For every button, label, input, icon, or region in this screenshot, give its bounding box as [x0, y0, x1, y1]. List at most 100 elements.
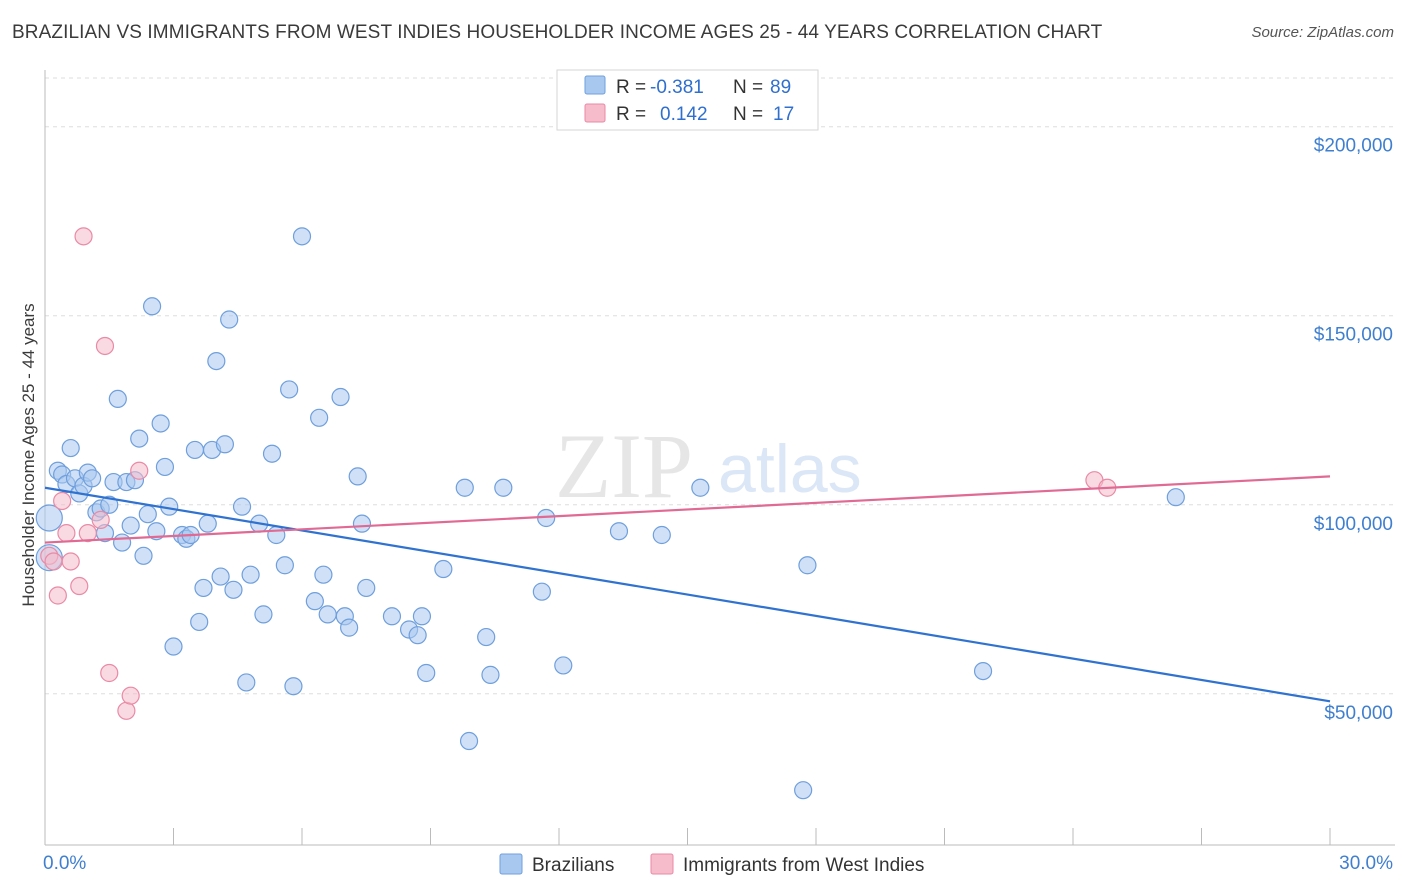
point-brazilians-79	[652, 525, 671, 545]
y-tick-label-200000: $200,000	[1314, 136, 1393, 157]
point-brazilians-14	[100, 495, 119, 514]
point-brazilians-62	[352, 514, 372, 533]
source-label: Source: ZipAtlas.com	[1251, 24, 1394, 41]
point-brazilians-52	[284, 677, 303, 696]
point-brazilians-51	[280, 380, 299, 399]
x-tick-marks	[44, 828, 1331, 845]
legend-r-value-pink: 0.142	[660, 104, 708, 125]
legend-n-label-pink: N =	[733, 104, 763, 125]
point-brazilians-5	[61, 438, 80, 458]
legend-r-label-blue: R =	[616, 77, 646, 98]
point-brazilians-73	[481, 665, 500, 684]
point-brazilians-60	[340, 618, 359, 637]
legend-n-value-pink: 17	[773, 104, 794, 125]
point-brazilians-49	[267, 525, 286, 545]
point-west-indies-3	[53, 491, 72, 511]
point-brazilians-74	[494, 478, 513, 497]
legend-swatch-blue	[584, 75, 606, 95]
point-west-indies-7	[74, 227, 93, 246]
point-west-indies-13	[121, 686, 140, 705]
point-brazilians-82	[794, 781, 813, 800]
point-brazilians-42	[224, 580, 243, 599]
point-brazilians-64	[382, 607, 402, 626]
y-tick-label-50000: $50,000	[1324, 703, 1393, 724]
y-axis-label: Householder Income Ages 25 - 44 years	[19, 303, 38, 606]
legend-r-label-pink: R =	[616, 104, 646, 125]
legend-item-brazilians-swatch	[499, 853, 523, 875]
point-brazilians-25	[147, 522, 166, 541]
point-west-indies-5	[61, 552, 80, 571]
point-brazilians-68	[417, 663, 436, 683]
point-brazilians-69	[434, 559, 453, 579]
y-tick-label-150000: $150,000	[1314, 325, 1393, 346]
correlation-legend: R = -0.381 N = 89 R = 0.142 N = 17	[556, 69, 819, 131]
point-brazilians-43	[232, 497, 252, 516]
legend-item-west-indies-label: Immigrants from West Indies	[683, 855, 924, 876]
point-brazilians-24	[142, 297, 162, 316]
legend-item-west-indies-swatch	[650, 853, 674, 875]
point-west-indies-11	[100, 663, 119, 683]
point-brazilians-16	[108, 389, 127, 409]
point-west-indies-1	[44, 552, 63, 571]
point-west-indies-6	[70, 576, 89, 596]
point-brazilians-78	[609, 522, 629, 541]
point-brazilians-77	[554, 656, 573, 675]
point-west-indies-10	[95, 336, 115, 356]
point-brazilians-81	[798, 556, 817, 575]
x-tick-label-max: 30.0%	[1339, 853, 1393, 874]
point-brazilians-17	[112, 533, 132, 552]
point-west-indies-2	[48, 586, 67, 605]
y-tick-labels: $50,000 $100,000 $150,000 $200,000	[1314, 136, 1393, 724]
series-legend: Brazilians Immigrants from West Indies	[499, 853, 924, 876]
point-west-indies-12	[117, 701, 136, 720]
point-brazilians-21	[130, 429, 149, 448]
point-brazilians-23	[138, 505, 157, 524]
point-brazilians-84	[1166, 488, 1185, 507]
x-tick-label-min: 0.0%	[43, 853, 86, 874]
point-brazilians-48	[262, 444, 282, 463]
point-brazilians-83	[973, 661, 993, 681]
legend-n-value-blue: 89	[770, 77, 791, 98]
point-brazilians-10	[83, 469, 102, 488]
point-brazilians-41	[220, 310, 239, 329]
y-tick-label-100000: $100,000	[1314, 514, 1393, 535]
trend-line-brazilians	[44, 486, 1331, 703]
point-west-indies-8	[78, 524, 97, 543]
axes	[44, 70, 1395, 846]
point-brazilians-67	[412, 607, 432, 626]
point-brazilians-27	[155, 457, 175, 477]
point-west-indies-9	[91, 510, 110, 529]
point-brazilians-53	[292, 227, 312, 246]
point-brazilians-29	[164, 637, 183, 656]
point-brazilians-44	[237, 673, 256, 692]
trend-lines	[44, 475, 1331, 703]
point-brazilians-26	[151, 414, 170, 433]
point-brazilians-55	[310, 408, 329, 427]
point-brazilians-38	[207, 351, 226, 371]
point-brazilians-47	[254, 605, 273, 624]
legend-n-label-blue: N =	[733, 77, 763, 98]
watermark-atlas: atlas	[718, 431, 862, 507]
grid-lines	[45, 77, 1395, 695]
point-brazilians-72	[477, 627, 496, 647]
chart-title: BRAZILIAN VS IMMIGRANTS FROM WEST INDIES…	[12, 22, 1103, 43]
point-brazilians-19	[121, 516, 140, 535]
point-brazilians-0	[35, 504, 63, 532]
point-brazilians-75	[532, 582, 551, 601]
point-brazilians-33	[185, 440, 205, 460]
trend-line-west-indies	[44, 475, 1331, 544]
point-brazilians-54	[305, 592, 324, 611]
point-brazilians-66	[408, 626, 427, 645]
point-brazilians-39	[211, 567, 230, 586]
legend-r-value-blue: -0.381	[650, 77, 704, 98]
point-brazilians-45	[241, 565, 260, 584]
point-brazilians-35	[194, 578, 213, 598]
point-brazilians-71	[459, 731, 479, 751]
point-brazilians-57	[318, 605, 337, 624]
watermark-zip: ZIP	[555, 415, 693, 517]
legend-item-brazilians-label: Brazilians	[532, 855, 614, 876]
point-brazilians-80	[691, 478, 710, 497]
point-brazilians-63	[357, 578, 376, 598]
point-brazilians-50	[275, 556, 294, 575]
